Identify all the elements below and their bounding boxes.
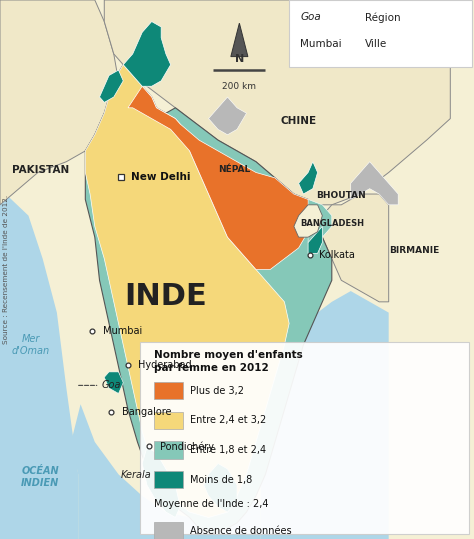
Text: Goa: Goa [102,381,121,390]
Polygon shape [294,205,322,237]
FancyBboxPatch shape [140,342,469,534]
Text: Région: Région [365,12,401,23]
Bar [154,441,183,459]
Text: Moyenne de l'Inde : 2,4: Moyenne de l'Inde : 2,4 [154,499,269,509]
Polygon shape [0,0,118,205]
Text: NÉPAL: NÉPAL [219,165,251,174]
Text: Nombre moyen d'enfants
par femme en 2012: Nombre moyen d'enfants par femme en 2012 [154,350,303,373]
Polygon shape [104,372,123,393]
Polygon shape [261,291,389,539]
Polygon shape [85,65,289,517]
Text: Entre 2,4 et 3,2: Entre 2,4 et 3,2 [190,416,266,425]
Polygon shape [0,189,78,539]
Text: Mumbai: Mumbai [300,39,342,50]
Text: Kerala: Kerala [121,471,152,480]
Text: CHINE: CHINE [281,116,317,126]
Polygon shape [100,70,123,102]
Text: Entre 1,8 et 2,4: Entre 1,8 et 2,4 [190,445,266,455]
Text: Hyderabad: Hyderabad [138,361,192,370]
Text: N: N [235,54,244,64]
Text: New Delhi: New Delhi [131,172,191,182]
Text: Mer
d'Oman: Mer d'Oman [12,334,50,356]
Text: Absence de données: Absence de données [190,526,291,536]
Text: Mumbai: Mumbai [103,327,142,336]
Polygon shape [308,199,332,243]
Text: Kolkata: Kolkata [319,250,355,260]
Polygon shape [351,162,398,205]
Bar [154,471,183,488]
Text: Source : Recensement de l'Inde de 2012.: Source : Recensement de l'Inde de 2012. [3,195,9,344]
Text: OCÉAN
INDIEN: OCÉAN INDIEN [21,466,59,488]
Polygon shape [85,65,332,534]
Text: 200 km: 200 km [222,82,256,91]
Text: Ville: Ville [365,39,387,50]
Text: INDE: INDE [125,282,207,311]
Bar [154,522,183,539]
Polygon shape [142,447,180,517]
Text: BANGLADESH: BANGLADESH [300,219,364,228]
Text: Goa: Goa [300,12,321,23]
Polygon shape [209,97,246,135]
FancyBboxPatch shape [289,0,472,67]
Polygon shape [123,22,171,86]
Text: BHOUTAN: BHOUTAN [317,191,366,199]
Text: Pondichéry: Pondichéry [160,441,214,452]
Bar [154,382,183,399]
Polygon shape [231,23,248,57]
Polygon shape [204,464,237,512]
Polygon shape [308,226,322,253]
Bar [154,412,183,429]
Polygon shape [128,86,313,270]
Text: Moins de 1,8: Moins de 1,8 [190,475,252,485]
Text: Plus de 3,2: Plus de 3,2 [190,386,244,396]
Text: PAKISTAN: PAKISTAN [12,165,69,175]
Text: BIRMANIE: BIRMANIE [390,246,440,255]
Polygon shape [71,404,261,539]
Polygon shape [299,162,318,194]
Text: Bangalore: Bangalore [122,407,171,417]
Polygon shape [322,194,389,302]
Polygon shape [104,0,450,205]
